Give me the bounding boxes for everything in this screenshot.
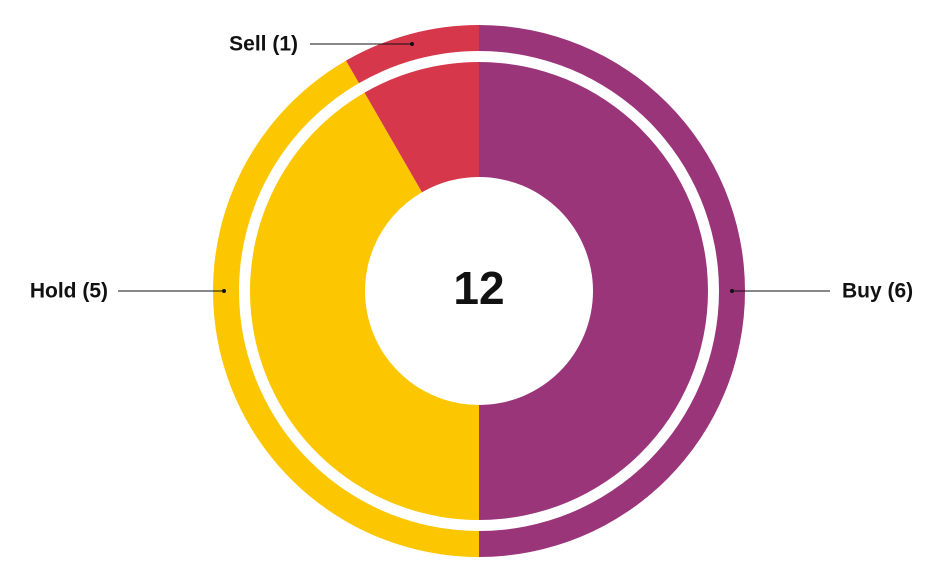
center-total: 12 <box>453 262 504 314</box>
donut-slice <box>212 60 479 558</box>
donut-slice <box>479 25 745 557</box>
slice-label: Buy (6) <box>842 280 913 303</box>
leader-dot <box>222 289 226 293</box>
leader-dot <box>730 289 734 293</box>
leader-dot <box>410 42 414 46</box>
donut-slice <box>346 25 479 193</box>
slice-label: Sell (1) <box>229 33 298 56</box>
slice-label: Hold (5) <box>30 280 108 303</box>
